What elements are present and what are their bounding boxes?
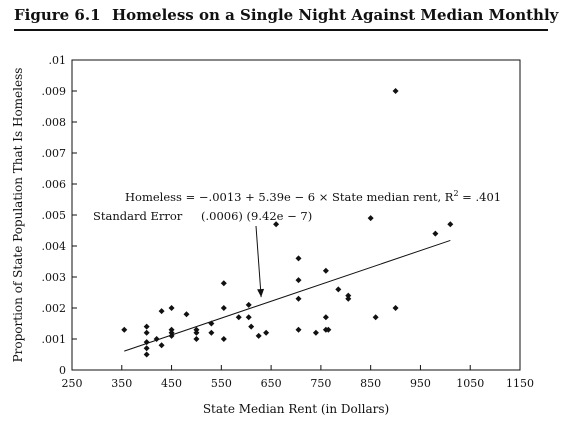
y-tick-label: 0 — [59, 364, 66, 377]
data-point — [143, 329, 150, 336]
data-point — [245, 314, 252, 321]
data-point — [263, 329, 270, 336]
data-point — [367, 215, 374, 222]
figure-label: Figure 6.1 — [14, 6, 101, 24]
data-point — [432, 230, 439, 237]
y-tick-label: .005 — [42, 209, 67, 222]
data-point — [295, 277, 302, 284]
y-tick-label: .002 — [42, 302, 67, 315]
data-point — [248, 323, 255, 330]
data-point — [372, 314, 379, 321]
data-point — [143, 345, 150, 352]
equation-superscript: 2 — [453, 189, 458, 198]
regression-annotation: Homeless = −.0013 + 5.39e − 6 × State me… — [93, 189, 501, 298]
y-axis: 0 .001 .002 .003 .004 .005 .006 .007 .008 .009 .01 — [42, 54, 77, 377]
data-point — [325, 326, 332, 333]
data-point — [322, 314, 329, 321]
annotation-arrow — [255, 225, 262, 298]
y-tick-label: .006 — [42, 178, 67, 191]
standard-error-label: Standard Error — [93, 209, 183, 223]
data-point — [193, 329, 200, 336]
data-point — [345, 295, 352, 302]
data-point — [273, 221, 280, 228]
x-tick-label: 650 — [261, 377, 282, 390]
x-tick-label: 950 — [410, 377, 431, 390]
data-point — [335, 286, 342, 293]
regression-line — [124, 239, 451, 352]
data-point — [158, 342, 165, 349]
data-point — [193, 326, 200, 333]
figure-title: Homeless on a Single Night Against Media… — [112, 6, 561, 24]
data-point — [208, 329, 215, 336]
data-point — [168, 305, 175, 311]
data-point — [220, 336, 227, 342]
data-point — [143, 351, 150, 358]
data-point — [447, 221, 454, 228]
y-tick-label: .001 — [42, 333, 67, 346]
data-point — [345, 292, 352, 299]
title-rule — [14, 29, 548, 31]
y-tick-label: .008 — [42, 116, 67, 129]
data-point — [255, 332, 262, 339]
x-tick-label: 750 — [310, 377, 331, 390]
y-tick-label: .003 — [42, 271, 67, 284]
y-tick-label: .004 — [42, 240, 67, 253]
x-tick-label: 350 — [111, 377, 132, 390]
data-point — [193, 336, 200, 342]
data-point — [295, 295, 302, 302]
annotation-arrowhead — [257, 288, 265, 298]
x-tick-label: 450 — [161, 377, 182, 390]
data-point — [392, 305, 399, 311]
x-tick-label: 250 — [62, 377, 83, 390]
data-point — [168, 326, 175, 333]
x-tick-label: 550 — [211, 377, 232, 390]
data-point — [121, 326, 128, 333]
data-point — [220, 280, 227, 287]
x-tick-label: 1150 — [506, 377, 534, 390]
x-axis: 250 350 450 550 650 750 850 950 1050 1150 — [62, 365, 534, 390]
data-point — [220, 305, 227, 311]
standard-error-values: (.0006) (9.42e − 7) — [201, 209, 312, 223]
data-point — [295, 326, 302, 333]
y-tick-label: .009 — [42, 85, 67, 98]
y-axis-label: Proportion of State Population That Is H… — [11, 68, 25, 363]
data-point — [183, 311, 190, 318]
data-point — [322, 267, 329, 274]
equation-prefix: Homeless = −.0013 + 5.39e − 6 × State me… — [125, 190, 454, 204]
data-point — [295, 255, 302, 262]
x-tick-label: 850 — [360, 377, 381, 390]
data-point — [245, 301, 252, 308]
data-point — [235, 314, 242, 321]
data-point — [143, 323, 150, 330]
equation-suffix: = .401 — [459, 190, 502, 204]
data-point — [158, 308, 165, 315]
figure-header: Figure 6.1 Homeless on a Single Night Ag… — [14, 6, 561, 31]
x-axis-label: State Median Rent (in Dollars) — [203, 402, 389, 416]
regression-equation: Homeless = −.0013 + 5.39e − 6 × State me… — [125, 189, 501, 204]
data-point — [312, 329, 319, 336]
data-points — [121, 88, 454, 358]
y-tick-label: .01 — [49, 54, 67, 67]
x-tick-label: 1050 — [456, 377, 484, 390]
y-tick-label: .007 — [42, 147, 67, 160]
data-point — [392, 88, 399, 94]
